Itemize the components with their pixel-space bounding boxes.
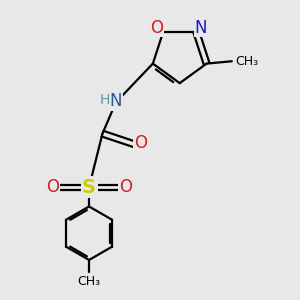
Text: O: O — [119, 178, 132, 196]
Text: CH₃: CH₃ — [77, 275, 101, 288]
Text: N: N — [194, 19, 207, 37]
Text: O: O — [134, 134, 147, 152]
Text: N: N — [110, 92, 122, 110]
Text: S: S — [82, 178, 96, 197]
Text: O: O — [150, 19, 163, 37]
Text: H: H — [99, 93, 110, 107]
Text: O: O — [46, 178, 59, 196]
Text: CH₃: CH₃ — [235, 55, 258, 68]
